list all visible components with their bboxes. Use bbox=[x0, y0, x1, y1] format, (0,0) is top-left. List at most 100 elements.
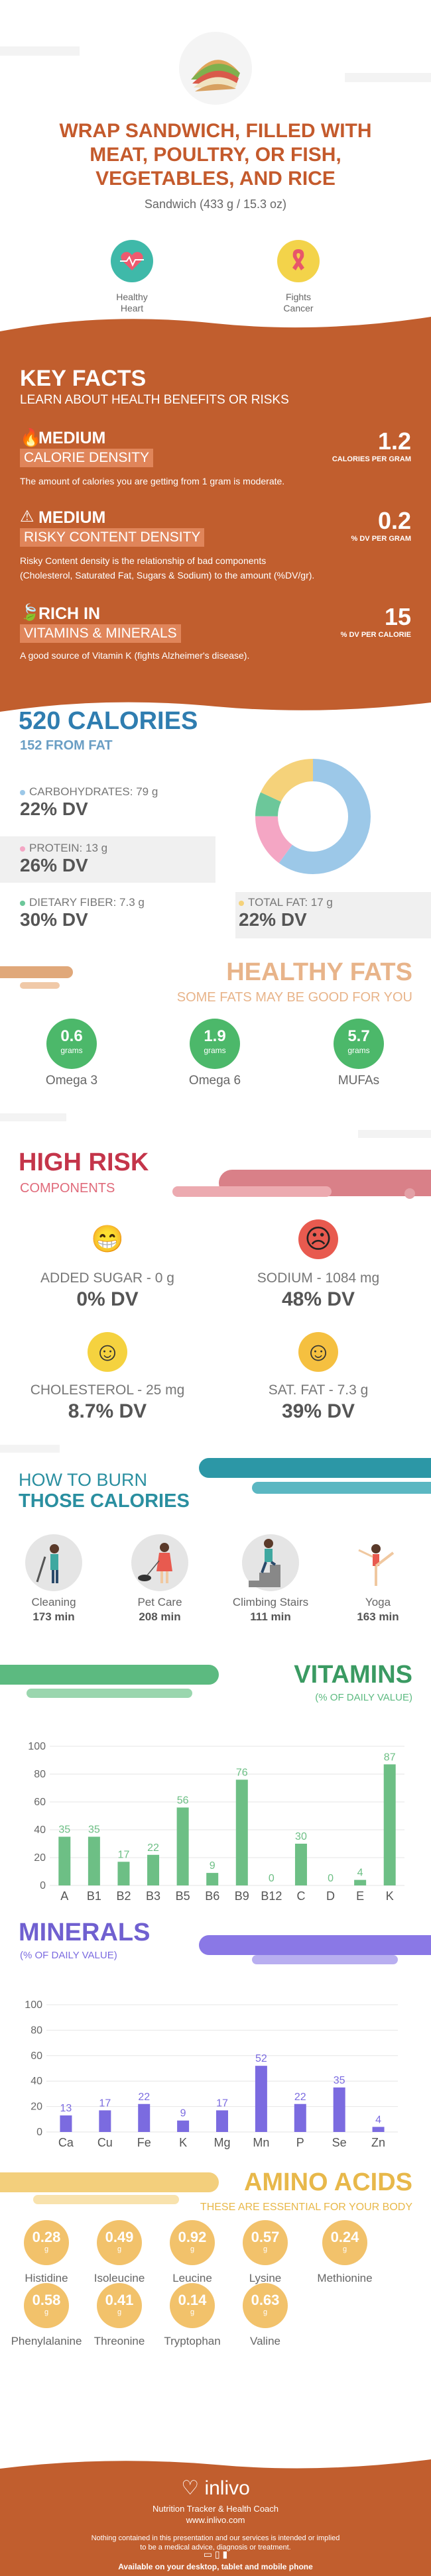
nutrient-label: DIETARY FIBER: 7.3 g bbox=[29, 896, 145, 909]
risk-dv: 0% DV bbox=[76, 1288, 139, 1310]
fact-value: 0.2 bbox=[377, 507, 411, 534]
fact-name: RISKY CONTENT DENSITY bbox=[20, 528, 205, 547]
bar-Ca bbox=[60, 2115, 72, 2132]
bar-B2 bbox=[117, 1862, 130, 1885]
bar-Zn bbox=[372, 2127, 385, 2132]
bar-value-label: 9 bbox=[210, 1860, 216, 1872]
decor-mineral-bar bbox=[199, 1935, 431, 1955]
nutrient-carbs: CARBOHYDRATES: 79 g 22% DV bbox=[20, 785, 158, 820]
bar-value-label: 35 bbox=[334, 2075, 345, 2086]
decor-vitamin-bar-2 bbox=[27, 1689, 192, 1698]
fact-description: The amount of calories you are getting f… bbox=[20, 476, 285, 486]
bar-Se bbox=[333, 2087, 345, 2132]
amino-label: Phenylalanine bbox=[11, 2335, 82, 2347]
bar-value-label: 76 bbox=[236, 1767, 248, 1778]
calorie-donut-chart bbox=[255, 759, 371, 874]
y-tick-label: 80 bbox=[34, 1769, 46, 1780]
decor-gray bbox=[0, 1445, 60, 1453]
cholesterol-smile-face-icon: ☺ bbox=[88, 1332, 127, 1372]
minerals-bar-chart: 0 20 40 60 80 100 13 Ca 17 Cu 22 Fe 9 K 17 Mg 52 Mn 22 P 35 S… bbox=[25, 1999, 398, 2149]
decor-top-left bbox=[0, 46, 80, 56]
amino-circle: 0.28 g bbox=[24, 2220, 69, 2265]
pet-care-icon bbox=[131, 1534, 188, 1591]
bar-B9 bbox=[235, 1779, 248, 1885]
x-tick-label: C bbox=[296, 1889, 305, 1903]
risk-label: ADDED SUGAR - 0 g bbox=[40, 1270, 174, 1286]
nutrient-label: CARBOHYDRATES: 79 g bbox=[29, 785, 158, 798]
decor-bar bbox=[235, 892, 431, 938]
bar-value-label: 22 bbox=[147, 1842, 159, 1854]
fact-value: 1.2 bbox=[377, 427, 411, 455]
fat-unit: grams bbox=[347, 1046, 370, 1055]
bar-B1 bbox=[88, 1836, 100, 1885]
fact-name: VITAMINS & MINERALS bbox=[20, 624, 181, 643]
bar-P bbox=[294, 2103, 306, 2132]
donut-protein bbox=[255, 759, 371, 874]
y-tick-label: 100 bbox=[28, 1741, 46, 1752]
amino-circle: 0.14 g bbox=[170, 2283, 215, 2328]
risk-label: SAT. FAT - 7.3 g bbox=[268, 1382, 369, 1398]
bar-K bbox=[177, 2120, 190, 2132]
fat-value: 1.9 bbox=[204, 1027, 226, 1045]
amino-circle: 0.63 g bbox=[243, 2283, 288, 2328]
bar-A bbox=[58, 1836, 71, 1885]
inlivo-logo: ♡ inlivo bbox=[0, 2477, 431, 2500]
bar-value-label: 9 bbox=[180, 2108, 186, 2119]
calories-title: 520 CALORIES bbox=[19, 707, 198, 735]
key-facts-subtitle: LEARN ABOUT HEALTH BENEFITS OR RISKS bbox=[20, 393, 289, 407]
amino-value: 0.49 bbox=[105, 2229, 134, 2245]
fat-unit: grams bbox=[204, 1046, 226, 1055]
x-tick-label: Zn bbox=[371, 2136, 385, 2149]
x-tick-label: P bbox=[296, 2136, 304, 2149]
burn-title-2: THOSE CALORIES bbox=[19, 1490, 190, 1512]
decor-burn-bar bbox=[199, 1458, 431, 1478]
amino-label: Lysine bbox=[249, 2272, 282, 2284]
x-tick-label: B3 bbox=[146, 1889, 160, 1903]
amino-value: 0.41 bbox=[105, 2292, 134, 2308]
x-tick-label: E bbox=[356, 1889, 364, 1903]
y-tick-label: 40 bbox=[34, 1824, 46, 1836]
amino-value: 0.92 bbox=[178, 2229, 207, 2245]
footer-tagline: Nutrition Tracker & Health Coach bbox=[152, 2504, 279, 2514]
nutrient-total-fat: TOTAL FAT: 17 g 22% DV bbox=[239, 896, 333, 930]
page-title: WRAP SANDWICH, FILLED WITH MEAT, POULTRY… bbox=[27, 119, 404, 191]
x-tick-label: K bbox=[386, 1889, 394, 1903]
nutrient-dv: 26% DV bbox=[20, 855, 88, 875]
fact-name: CALORIE DENSITY bbox=[20, 449, 154, 467]
decor-fats-left-2 bbox=[20, 982, 60, 989]
vitamins-title: VITAMINS bbox=[294, 1661, 412, 1689]
devices-icon: ▭ ▯ ▮ bbox=[203, 2549, 228, 2559]
fat-label: Omega 3 bbox=[45, 1074, 98, 1088]
amino-unit: g bbox=[44, 2308, 49, 2316]
bar-value-label: 35 bbox=[88, 1824, 100, 1836]
vitamins-bar-chart: 02040608010035A35B117B222B356B59B676B90B… bbox=[28, 1741, 404, 1903]
badge-label: Cancer bbox=[283, 303, 314, 313]
x-tick-label: Ca bbox=[58, 2136, 74, 2149]
fat-label: Omega 6 bbox=[188, 1074, 241, 1088]
footer-url[interactable]: www.inlivo.com bbox=[186, 2515, 245, 2525]
amino-label: Isoleucine bbox=[93, 2272, 145, 2284]
fact-calorie-density: 🔥 MEDIUM CALORIE DENSITY 1.2 CALORIES PE… bbox=[20, 427, 411, 487]
amino-label: Leucine bbox=[172, 2272, 212, 2284]
amino-circle: 0.57 g bbox=[243, 2220, 288, 2265]
key-facts-background bbox=[0, 317, 431, 712]
activity-label: Yoga bbox=[365, 1596, 391, 1608]
decor-bar bbox=[0, 836, 216, 883]
high-risk-subtitle: COMPONENTS bbox=[20, 1181, 115, 1196]
bar-value-label: 22 bbox=[138, 2092, 150, 2103]
climbing-stairs-icon bbox=[242, 1534, 299, 1591]
title-line-2: MEAT, POULTRY, OR FISH, bbox=[90, 144, 341, 166]
amino-label: Histidine bbox=[25, 2272, 68, 2284]
bar-value-label: 0 bbox=[269, 1873, 275, 1884]
decor-vitamin-bar bbox=[0, 1665, 219, 1685]
x-tick-label: B6 bbox=[205, 1889, 219, 1903]
x-tick-label: B2 bbox=[116, 1889, 131, 1903]
fact-risky-content-density: ⚠ MEDIUM RISKY CONTENT DENSITY 0.2 % DV … bbox=[20, 507, 411, 587]
x-tick-label: K bbox=[179, 2136, 187, 2149]
added-sugar-face-icon: 😁 bbox=[88, 1219, 127, 1259]
amino-value: 0.24 bbox=[330, 2229, 359, 2245]
amino-circle: 0.58 g bbox=[24, 2283, 69, 2328]
bar-B3 bbox=[147, 1854, 160, 1885]
activity-minutes: 111 min bbox=[250, 1610, 291, 1623]
healthy-fats-subtitle: SOME FATS MAY BE GOOD FOR YOU bbox=[176, 990, 412, 1005]
